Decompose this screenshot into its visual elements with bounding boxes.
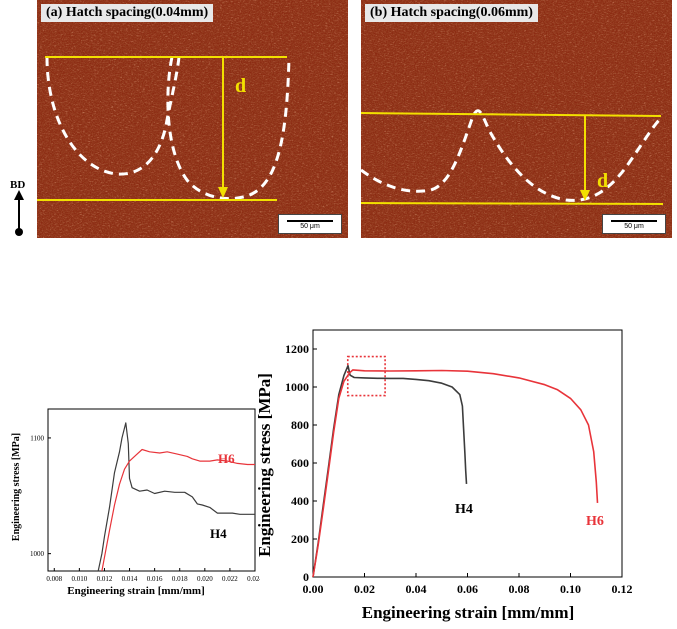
main-x-tick-label: 0.12 (612, 582, 633, 596)
inset-series-h6-line (101, 448, 255, 572)
inset-x-tick-label: 0.014 (122, 575, 138, 583)
inset-y-tick-label: 1100 (30, 434, 44, 442)
main-y-tick-label: 1000 (285, 380, 309, 394)
main-series-h6-line (312, 369, 599, 578)
scale-bar-b-text: 50 μm (624, 223, 644, 230)
inset-x-tick-label: 0.020 (197, 575, 213, 583)
inset-plot-frame (47, 408, 256, 572)
inset-series-h6-label: H6 (218, 451, 235, 466)
main-y-tick-label: 0 (303, 570, 309, 584)
main-x-tick-label: 0.02 (354, 582, 375, 596)
main-series-h4-line (312, 364, 468, 578)
main-y-tick-label: 1200 (285, 342, 309, 356)
main-x-axis-label: Engineering strain [mm/mm] (362, 603, 574, 622)
main-x-tick-label: 0.08 (509, 582, 530, 596)
main-y-tick-label: 800 (291, 418, 309, 432)
main-x-tick-label: 0.10 (560, 582, 581, 596)
scale-bar-b: 50 μm (602, 214, 666, 234)
depth-marker-a: d (235, 75, 246, 97)
build-direction-label: BD (10, 179, 26, 191)
main-y-tick-label: 600 (291, 456, 309, 470)
main-series-h6-label: H6 (586, 514, 604, 529)
build-direction-arrow (14, 190, 24, 236)
main-series-h4-label: H4 (455, 502, 473, 517)
zoom-highlight-box (346, 355, 386, 397)
panel-b-label: (b) Hatch spacing(0.06mm) (365, 4, 538, 22)
main-plot-frame (312, 329, 623, 578)
main-y-tick-label: 200 (291, 532, 309, 546)
depth-marker-b: d (597, 170, 608, 192)
micrograph-panel-b: d (b) Hatch spacing(0.06mm) 50 μm (361, 0, 672, 238)
main-stress-strain-chart: 0.00 0.02 0.04 0.06 0.08 0.10 0.12 0 200 400 600 80… (255, 329, 633, 622)
micrograph-b-image: d (361, 0, 672, 238)
inset-x-tick-label: 0.016 (147, 575, 163, 583)
micrograph-a-image: d (37, 0, 348, 238)
inset-x-tick-label: 0.024 (247, 575, 260, 583)
micrograph-panel-a: d (a) Hatch spacing(0.04mm) 50 μm (37, 0, 348, 238)
inset-x-tick-label: 0.018 (172, 575, 188, 583)
inset-x-tick-label: 0.008 (46, 575, 62, 583)
main-plot-area: 0.00 0.02 0.04 0.06 0.08 0.10 0.12 0 200 400 600 80… (285, 329, 633, 596)
scale-bar-a: 50 μm (278, 214, 342, 234)
inset-x-tick-label: 0.012 (97, 575, 113, 583)
inset-series-h4-line (97, 422, 255, 572)
inset-y-axis-label: Engineering stress [MPa] (11, 433, 22, 541)
inset-x-tick-label: 0.022 (222, 575, 238, 583)
main-x-tick-label: 0.04 (406, 582, 427, 596)
panel-a-label: (a) Hatch spacing(0.04mm) (41, 4, 214, 22)
inset-plot-area: 0.008 0.010 0.012 0.014 0.016 0.018 0.020 0.022… (30, 408, 260, 583)
scale-bar-a-text: 50 μm (300, 223, 320, 230)
inset-x-axis-label: Engineering strain [mm/mm] (67, 585, 204, 597)
main-y-tick-label: 400 (291, 494, 309, 508)
main-x-tick-label: 0.06 (457, 582, 478, 596)
inset-y-tick-label: 1000 (30, 550, 45, 558)
inset-stress-strain-chart: 0.008 0.010 0.012 0.014 0.016 0.018 0.020 0.022… (11, 408, 260, 597)
inset-series-h4-label: H4 (210, 526, 227, 541)
main-y-axis-label: Engineering stress [MPa] (255, 373, 274, 557)
inset-x-tick-label: 0.010 (71, 575, 87, 583)
main-x-tick-label: 0.00 (303, 582, 324, 596)
